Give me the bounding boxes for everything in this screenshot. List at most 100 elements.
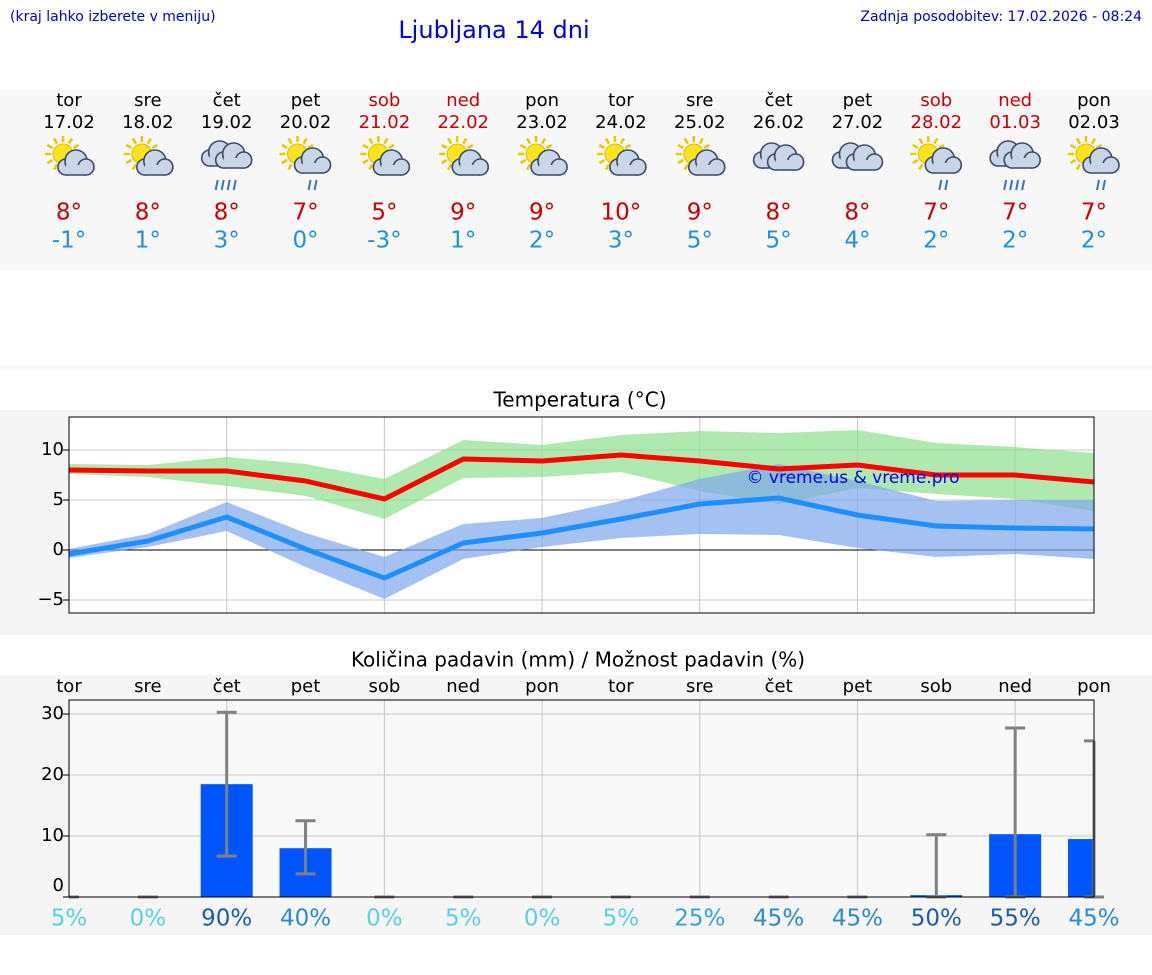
chart-title: Količina padavin (mm) / Možnost padavin … [351, 648, 805, 672]
day-name: čet [765, 90, 793, 111]
day-date: 27.02 [832, 112, 884, 133]
rain-drop [1003, 179, 1008, 191]
min-temp: 1° [450, 228, 476, 254]
sun-ray [52, 163, 59, 171]
sun-ray [441, 158, 448, 165]
x-tick-label: sre [686, 676, 713, 697]
rain-drop [1009, 179, 1014, 191]
sun-ray [525, 163, 532, 171]
day-date: 28.02 [911, 112, 963, 133]
weather-icon [910, 136, 963, 191]
day-name: pon [525, 90, 559, 111]
sun-ray [1095, 143, 1103, 150]
cloud-part [381, 165, 402, 175]
sun-ray [307, 143, 314, 150]
min-temp: -3° [367, 228, 401, 254]
x-tick-label: pon [1077, 676, 1111, 697]
error-bar [216, 710, 237, 858]
rain-drop [1021, 179, 1026, 191]
precip-probability: 5% [445, 906, 482, 932]
sun-ray [302, 137, 308, 145]
sun-ray [52, 137, 59, 145]
max-temp: 8° [766, 200, 792, 226]
rain-drop [307, 179, 312, 191]
sun-ray [683, 163, 689, 171]
min-temp: 0° [292, 228, 318, 254]
precip-probability: 90% [201, 906, 252, 932]
y-tick-label: 10 [41, 439, 64, 460]
x-tick-label: pet [843, 676, 873, 697]
rain-drop [1096, 179, 1100, 191]
max-temp: 9° [529, 200, 555, 226]
x-tick-label: ned [446, 676, 480, 697]
day-name: tor [608, 90, 634, 111]
day-date: 02.03 [1068, 112, 1120, 133]
x-tick-label: čet [765, 676, 793, 697]
sun-ray [1069, 143, 1077, 150]
weather-icon [123, 136, 174, 176]
sun-ray [938, 143, 945, 150]
sun-ray [1075, 137, 1082, 145]
rain-drop [938, 179, 943, 191]
page-title: Ljubljana 14 dni [398, 16, 589, 44]
sun-ray [362, 158, 369, 165]
sun-ray [519, 158, 527, 165]
cloud-part [223, 158, 244, 168]
sun-ray [462, 137, 468, 145]
cloud-part [617, 165, 638, 175]
plot-border [68, 699, 1095, 898]
day-name: pet [843, 90, 873, 111]
sun-ray [1090, 137, 1097, 145]
x-tick-label: pon [525, 676, 559, 697]
sun-ray [519, 143, 527, 150]
max-temp: 8° [135, 200, 161, 226]
sun-ray [918, 137, 924, 145]
sun-ray [368, 163, 374, 171]
sun-ray [677, 143, 685, 150]
y-tick-label: −5 [37, 589, 64, 610]
max-temp: 9° [687, 200, 713, 226]
day-date: 25.02 [674, 112, 726, 133]
weather-icon [596, 136, 647, 176]
sun-ray [912, 158, 919, 165]
separator [0, 365, 1152, 370]
sun-ray [598, 158, 606, 165]
day-name: ned [998, 90, 1032, 111]
sun-ray [604, 163, 611, 171]
precip-probability: 0% [366, 906, 403, 932]
max-temp: 8° [844, 200, 870, 226]
min-temp: 5° [687, 228, 713, 254]
min-temp: 3° [608, 228, 634, 254]
cloud-part [460, 165, 481, 175]
y-tick-label: 30 [41, 703, 64, 724]
rain-drop [944, 179, 949, 191]
day-name: pet [291, 90, 321, 111]
x-tick-label: tor [608, 676, 634, 697]
sun-ray [46, 143, 54, 150]
sun-ray [447, 163, 453, 171]
day-name: pon [1077, 90, 1111, 111]
cloud-part [933, 163, 954, 173]
y-tick-label: 10 [41, 825, 64, 846]
day-date: 21.02 [359, 112, 411, 133]
precip-probability: 50% [911, 906, 962, 932]
weather-icon [439, 136, 490, 176]
cloud-part [775, 160, 796, 170]
min-temp: 1° [135, 228, 161, 254]
day-name: tor [56, 90, 82, 111]
day-date: 26.02 [753, 112, 805, 133]
rain-drop [1015, 179, 1020, 191]
max-temp: 8° [214, 200, 240, 226]
sun-ray [918, 163, 924, 171]
cloud-part [144, 165, 165, 175]
day-date: 01.03 [989, 112, 1041, 133]
temp-line [68, 452, 1095, 502]
rain-drop [220, 179, 225, 191]
weather-icon [200, 140, 253, 191]
sun-ray [362, 143, 369, 150]
cloud-part [696, 165, 717, 175]
cloud-part [539, 165, 560, 175]
sun-ray [383, 137, 389, 145]
hint: (kraj lahko izberete v meniju) [10, 9, 216, 25]
range-band [69, 464, 1094, 599]
